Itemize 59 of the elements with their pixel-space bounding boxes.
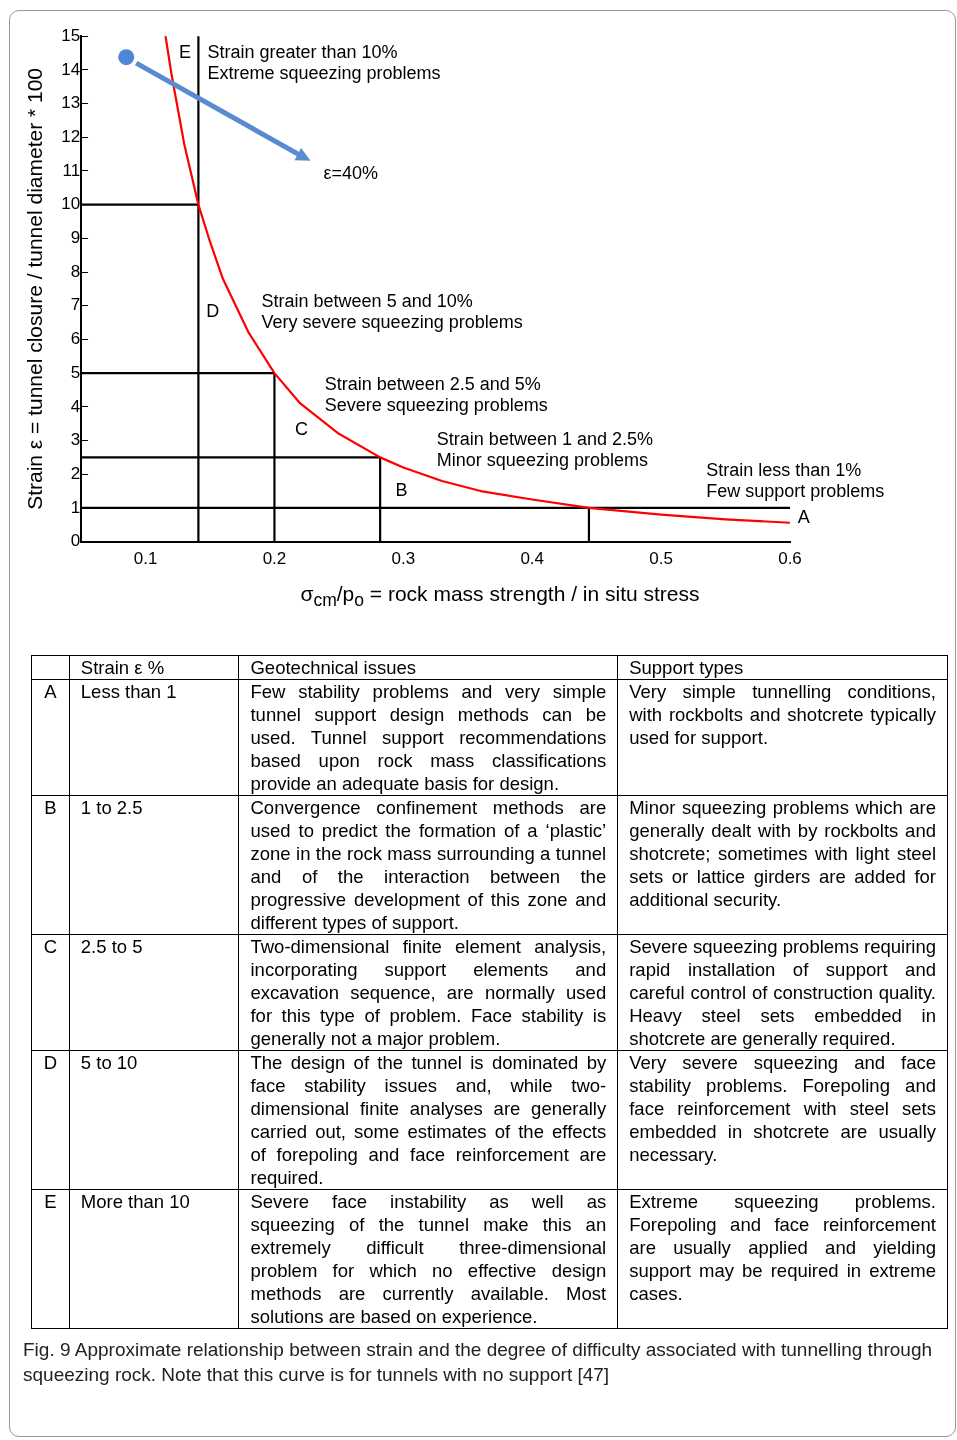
category-label: Support types xyxy=(617,655,948,680)
y-tick-label: 3 xyxy=(70,430,81,450)
y-tick-label: 4 xyxy=(70,396,81,416)
y-tick-label: 5 xyxy=(70,362,81,382)
y-tick-label: 2 xyxy=(70,463,81,483)
category-label: B xyxy=(44,797,57,818)
annotation: ε=40% xyxy=(323,163,378,184)
annotation: C xyxy=(295,419,309,440)
annotation: Strain between 1 and 2.5% Minor squeezing problems xyxy=(436,429,653,471)
y-tick-label: 6 xyxy=(70,329,81,349)
text: Few stability problems and very simple tunnel support design methods can be used. Tunnel support recommendations based upon rock mass classifications provide an adequate basis for design. xyxy=(250,681,607,794)
annotation: Strain between 5 and 10% Very severe squeezing problems xyxy=(261,291,523,333)
text: Very severe squeezing and face stability problems. Forepoling and face reinforcement with steel sets embedded in shotcrete are usually necessary. xyxy=(629,1052,936,1165)
y-tick-label: 8 xyxy=(70,261,81,281)
text: Severe face instability as well as squeezing of the tunnel make this an extremely difficult three-dimensional problem for which no effective design methods are currently available. Most solutions are based on experience. xyxy=(250,1191,607,1327)
text: Extreme squeezing problems. Forepoling and face reinforcement are usually applied and yielding support may be required in extreme cases. xyxy=(629,1191,936,1304)
text: 2.5 to 5 xyxy=(80,936,143,957)
text: Severe squeezing problems requiring rapid installation of support and careful control of construction quality. Heavy steel sets embedded in shotcrete are generally required. xyxy=(629,936,936,1049)
annotation: E xyxy=(179,42,192,63)
category-label: E xyxy=(44,1191,57,1212)
category-label: Geotechnical issues xyxy=(238,655,618,680)
text: Less than 1 xyxy=(80,681,177,702)
annotation: Strain between 2.5 and 5% Severe squeezing problems xyxy=(324,373,548,415)
y-tick-label: 9 xyxy=(70,228,81,248)
y-tick-label: 10 xyxy=(61,194,81,214)
annotation: D xyxy=(206,301,220,322)
y-tick-label: 7 xyxy=(70,295,81,315)
text: Two-dimensional finite element analysis, incorporating support elements and excavation sequence, are normally used for this type of problem. Face stability is generally not a major problem. xyxy=(250,936,607,1049)
x-tick-label: 0.1 xyxy=(133,549,158,569)
y-tick-label: 15 xyxy=(61,25,81,45)
category-label: D xyxy=(43,1052,58,1073)
x-tick-label: 0.3 xyxy=(391,549,416,569)
text: Minor squeezing problems which are generally dealt with by rockbolts and shotcrete; sometimes with light steel sets or lattice girders are added for additional security. xyxy=(629,797,936,910)
y-tick-label: 14 xyxy=(61,59,81,79)
text: The design of the tunnel is dominated by face stability issues and, while two-dimensional finite analyses are generally carried out, some estimates of the effects of forepoling and face reinforcement are required. xyxy=(250,1052,607,1188)
text: Convergence confinement methods are used to predict the formation of a ‘plastic’ zone in the rock mass surrounding a tunnel and of the interaction between the progressive development of this zone and different types of support. xyxy=(250,797,607,933)
category-label: A xyxy=(44,681,57,702)
text: 1 to 2.5 xyxy=(80,797,143,818)
annotation: Strain less than 1% Few support problems xyxy=(706,459,885,501)
x-tick-label: 0.4 xyxy=(520,549,545,569)
text: 5 to 10 xyxy=(80,1052,138,1073)
text: A xyxy=(797,506,810,527)
category-label: Strain ε % xyxy=(69,655,239,680)
y-axis-title: Strain ε = tunnel closure / tunnel diameter * 100 xyxy=(23,67,47,510)
y-tick-label: 11 xyxy=(62,160,81,180)
caption: Fig. 9 Approximate relationship between strain and the degree of difficulty associated with tunnelling through squeezing rock. Note that this curve is for tunnels with no support [47] xyxy=(23,1338,934,1387)
x-tick-label: 0.6 xyxy=(778,549,802,569)
annotation: Strain greater than 10% Extreme squeezing problems xyxy=(207,42,441,84)
y-tick-label: 12 xyxy=(61,126,81,146)
x-axis-title: σ$_{cm}$/p$_{o}$ = rock mass strength / in situ stress xyxy=(299,582,701,612)
y-tick-label: 1 xyxy=(70,497,81,517)
annotation: B xyxy=(395,480,408,501)
text: Very simple tunnelling conditions, with rockbolts and shotcrete typically used for support. xyxy=(629,681,936,748)
y-tick-label: 13 xyxy=(61,93,81,113)
x-tick-label: 0.5 xyxy=(649,549,673,569)
x-tick-label: 0.2 xyxy=(262,549,287,569)
text: More than 10 xyxy=(80,1191,190,1212)
category-label: C xyxy=(43,936,58,957)
y-tick-label: 0 xyxy=(70,531,81,551)
